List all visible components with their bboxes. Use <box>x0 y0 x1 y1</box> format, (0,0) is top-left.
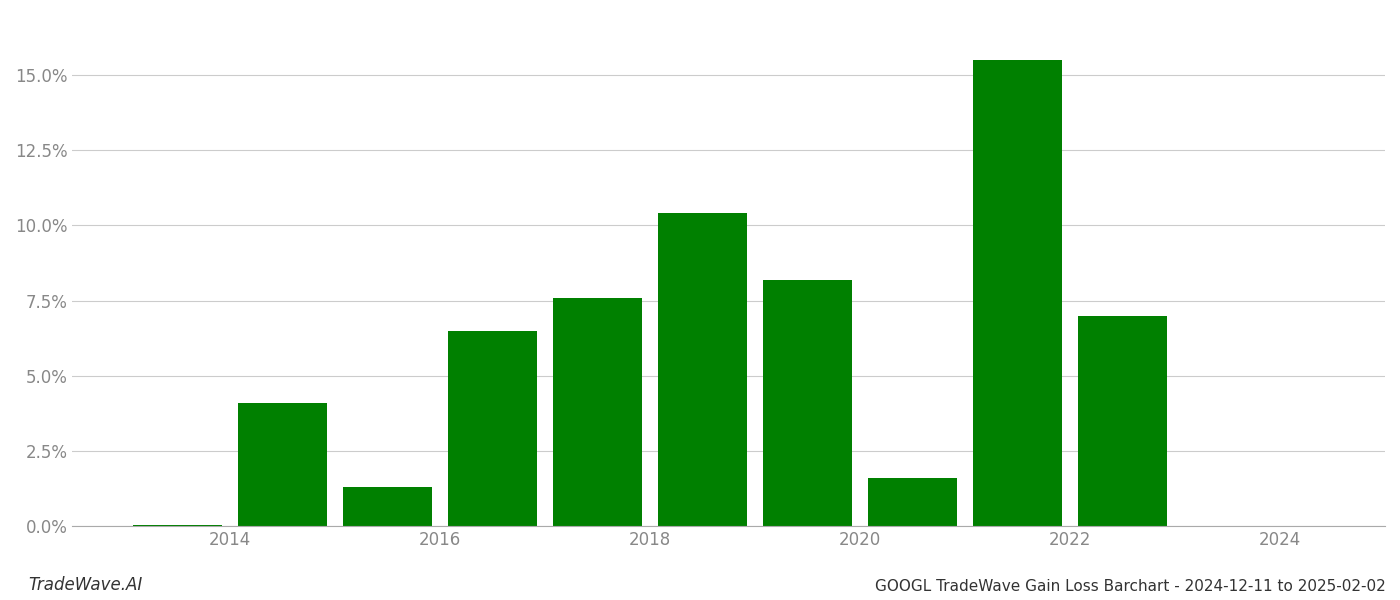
Bar <box>553 298 643 526</box>
Bar <box>763 280 853 526</box>
Bar <box>868 478 958 526</box>
Bar <box>343 487 433 526</box>
Bar <box>1078 316 1168 526</box>
Text: TradeWave.AI: TradeWave.AI <box>28 576 143 594</box>
Bar <box>658 214 748 526</box>
Bar <box>973 60 1063 526</box>
Text: GOOGL TradeWave Gain Loss Barchart - 2024-12-11 to 2025-02-02: GOOGL TradeWave Gain Loss Barchart - 202… <box>875 579 1386 594</box>
Bar <box>133 524 223 526</box>
Bar <box>238 403 328 526</box>
Bar <box>448 331 538 526</box>
